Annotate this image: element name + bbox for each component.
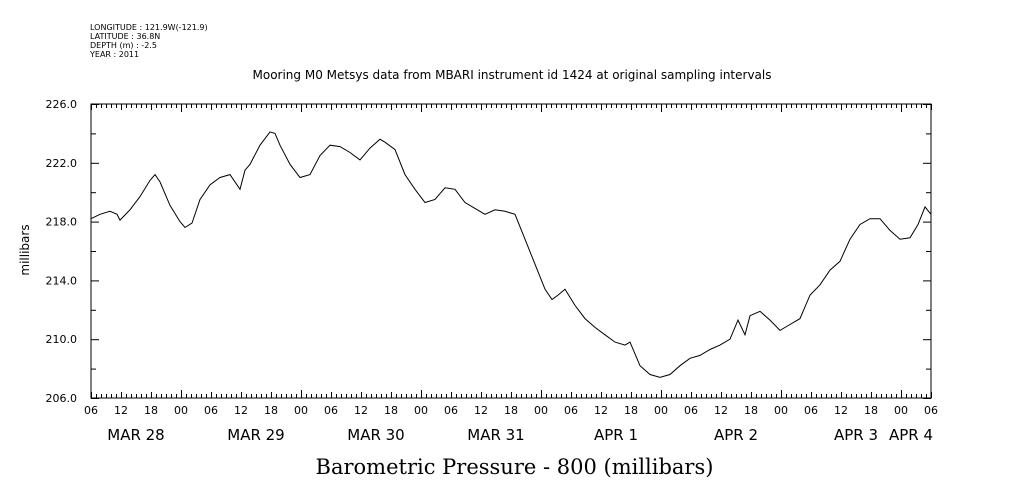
- x-tick-label: 18: [504, 404, 518, 417]
- plot-frame: [90, 103, 932, 399]
- x-tick-label: 00: [174, 404, 188, 417]
- x-tick-label: 12: [234, 404, 248, 417]
- x-date-label: APR 1: [594, 426, 638, 444]
- x-tick-label: 06: [564, 404, 578, 417]
- x-tick-label: 00: [654, 404, 668, 417]
- year-label: YEAR : 2011: [90, 50, 140, 59]
- x-date-label: MAR 30: [347, 426, 404, 444]
- y-tick-label: 206.0: [46, 392, 78, 405]
- x-date-label: APR 4: [889, 426, 933, 444]
- x-tick-label: 00: [534, 404, 548, 417]
- x-tick-label: 06: [684, 404, 698, 417]
- x-tick-label: 06: [84, 404, 98, 417]
- x-tick-label: 12: [114, 404, 128, 417]
- x-tick-label: 06: [804, 404, 818, 417]
- x-tick-label: 18: [264, 404, 278, 417]
- x-tick-label: 06: [444, 404, 458, 417]
- x-tick-label: 00: [774, 404, 788, 417]
- pressure-series-line: [90, 131, 932, 378]
- x-date-label: APR 3: [834, 426, 878, 444]
- y-tick-label: 214.0: [46, 274, 78, 287]
- x-tick-label: 06: [204, 404, 218, 417]
- chart-title: Mooring M0 Metsys data from MBARI instru…: [252, 68, 772, 82]
- y-tick-label: 210.0: [46, 333, 78, 346]
- x-date-label: MAR 28: [107, 426, 164, 444]
- y-tick-label: 226.0: [46, 98, 78, 111]
- latitude-label: LATITUDE : 36.8N: [90, 32, 161, 41]
- x-tick-label: 12: [834, 404, 848, 417]
- y-tick-label: 218.0: [46, 216, 78, 229]
- x-axis-title: Barometric Pressure - 800 (millibars): [315, 455, 714, 479]
- x-date-label: MAR 31: [467, 426, 524, 444]
- x-tick-label: 18: [624, 404, 638, 417]
- x-tick-label: 12: [714, 404, 728, 417]
- x-tick-label: 12: [474, 404, 488, 417]
- x-tick-label: 18: [384, 404, 398, 417]
- x-tick-label: 06: [324, 404, 338, 417]
- x-tick-label: 00: [414, 404, 428, 417]
- x-tick-label: 12: [594, 404, 608, 417]
- x-tick-label: 18: [144, 404, 158, 417]
- x-tick-label: 18: [864, 404, 878, 417]
- x-tick-label: 06: [924, 404, 938, 417]
- x-date-label: APR 2: [714, 426, 758, 444]
- x-date-label: MAR 29: [227, 426, 284, 444]
- x-tick-label: 12: [354, 404, 368, 417]
- x-tick-label: 00: [294, 404, 308, 417]
- longitude-label: LONGITUDE : 121.9W(-121.9): [90, 23, 208, 32]
- depth-label: DEPTH (m) : -2.5: [90, 41, 157, 50]
- y-tick-label: 222.0: [46, 157, 78, 170]
- x-tick-label: 18: [744, 404, 758, 417]
- x-tick-label: 00: [894, 404, 908, 417]
